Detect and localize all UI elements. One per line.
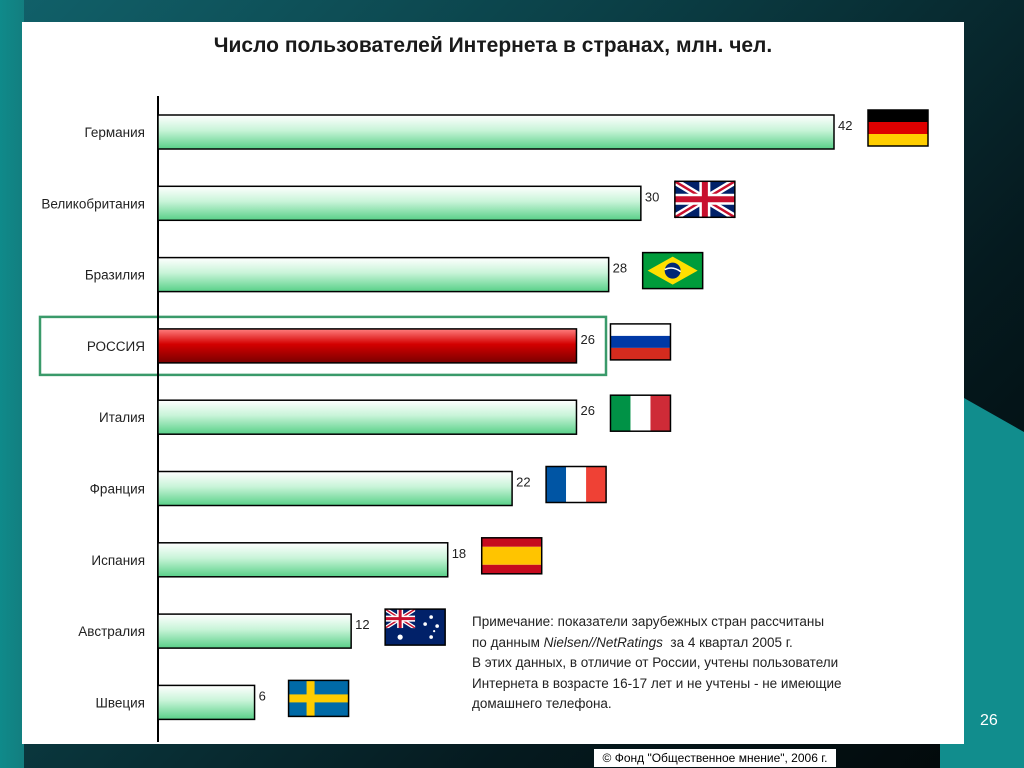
copyright-notice: © Фонд "Общественное мнение", 2006 г. bbox=[594, 749, 836, 767]
spain-flag bbox=[480, 537, 543, 575]
category-label: РОССИЯ bbox=[87, 339, 145, 354]
bar-испания bbox=[157, 542, 449, 578]
chart-title: Число пользователей Интернета в странах,… bbox=[213, 34, 773, 57]
france-flag bbox=[545, 465, 607, 504]
italy-flag bbox=[609, 394, 672, 432]
value-label: 18 bbox=[452, 546, 466, 561]
value-label: 26 bbox=[580, 332, 594, 347]
value-label: 12 bbox=[355, 617, 369, 632]
australia-flag bbox=[384, 608, 446, 646]
value-label: 28 bbox=[613, 261, 627, 276]
note-line-3: В этих данных, в отличие от России, учте… bbox=[472, 655, 839, 670]
brazil-flag bbox=[641, 251, 704, 290]
note-line-4: Интернета в возрасте 16-17 лет и не учте… bbox=[472, 675, 842, 691]
bar-италия bbox=[157, 399, 578, 435]
bar-австралия bbox=[157, 613, 352, 649]
highlight-frame bbox=[38, 315, 608, 377]
value-label: 6 bbox=[259, 688, 266, 703]
category-label: Великобритания bbox=[41, 196, 145, 211]
note-line-5: домашнего телефона. bbox=[472, 696, 612, 711]
bar-швеция bbox=[157, 684, 256, 721]
bar-россия bbox=[157, 328, 578, 364]
page-number: 26 bbox=[980, 712, 998, 729]
value-label: 22 bbox=[516, 475, 530, 490]
value-label: 42 bbox=[838, 118, 852, 133]
russia-flag bbox=[609, 323, 672, 361]
note-line-2: по данным Nielsen//NetRatings за 4 кварт… bbox=[472, 634, 793, 650]
bar-бразилия bbox=[157, 256, 610, 293]
germany-flag bbox=[867, 109, 929, 147]
note-line-1: Примечание: показатели зарубежных стран … bbox=[472, 614, 825, 629]
category-label: Италия bbox=[99, 410, 145, 425]
sweden-flag bbox=[287, 679, 350, 718]
footnote: Примечание: показатели зарубежных стран … bbox=[472, 612, 912, 715]
uk-flag bbox=[673, 178, 737, 221]
category-label: Испания bbox=[91, 553, 145, 568]
value-label: 26 bbox=[580, 403, 594, 418]
category-label: Швеция bbox=[96, 695, 146, 710]
bar-великобритания bbox=[157, 185, 642, 222]
bar-франция bbox=[157, 470, 513, 507]
category-label: Германия bbox=[84, 125, 145, 140]
category-label: Австралия bbox=[78, 624, 145, 639]
left-teal-strip bbox=[0, 0, 24, 768]
category-label: Бразилия bbox=[85, 268, 145, 283]
category-label: Франция bbox=[90, 482, 145, 497]
note-source: Nielsen//NetRatings bbox=[543, 634, 663, 650]
bar-германия bbox=[157, 114, 835, 150]
value-label: 30 bbox=[645, 189, 659, 204]
